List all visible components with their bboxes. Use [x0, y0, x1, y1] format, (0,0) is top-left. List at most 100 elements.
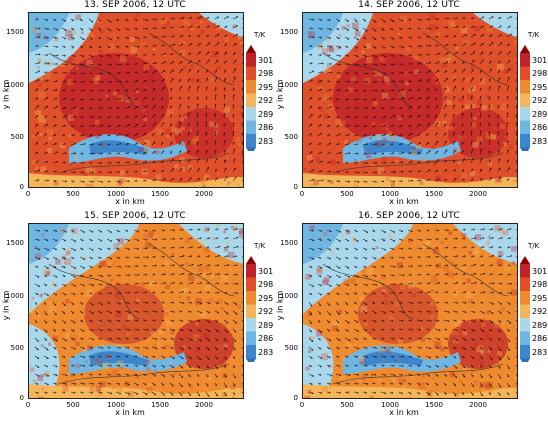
- wind-arrowhead: [83, 329, 85, 332]
- wind-arrowhead: [207, 59, 210, 61]
- wind-arrow: [61, 346, 66, 350]
- wind-arrow: [308, 179, 315, 182]
- wind-arrowhead: [410, 62, 413, 65]
- temperature-speckle: [115, 81, 119, 85]
- wind-arrow: [205, 159, 208, 164]
- wind-arrow: [434, 132, 438, 137]
- wind-arrowhead: [108, 89, 111, 91]
- wind-arrow: [61, 382, 67, 385]
- temperature-speckle: [375, 134, 381, 140]
- wind-arrowhead: [64, 248, 66, 250]
- temperature-speckle: [235, 67, 241, 73]
- wind-arrow: [88, 27, 93, 31]
- wind-arrow: [34, 105, 39, 110]
- wind-arrow: [151, 133, 155, 137]
- wind-arrowhead: [196, 103, 199, 106]
- wind-arrowhead: [172, 246, 175, 248]
- temperature-speckle: [457, 96, 464, 103]
- xtick-2000: 2000: [469, 190, 487, 198]
- temperature-speckle: [221, 174, 224, 178]
- wind-arrow: [380, 143, 385, 146]
- wind-arrow: [353, 107, 359, 110]
- wind-arrow: [362, 134, 367, 137]
- temperature-speckle: [150, 331, 156, 336]
- temperature-speckle: [70, 373, 75, 378]
- wind-arrow: [223, 25, 228, 29]
- wind-arrow: [232, 264, 238, 267]
- wind-arrowhead: [109, 72, 111, 74]
- wind-arrow: [34, 229, 40, 232]
- wind-arrow: [326, 152, 331, 155]
- wind-arrow: [52, 45, 59, 48]
- wind-arrow: [205, 42, 211, 47]
- wind-arrowhead: [99, 46, 102, 48]
- wind-arrowhead: [99, 19, 101, 22]
- wind-arrow: [398, 97, 405, 101]
- temperature-speckle: [474, 25, 481, 32]
- temperature-speckle: [36, 41, 40, 44]
- wind-arrow: [115, 36, 120, 39]
- wind-arrow: [61, 283, 67, 287]
- wind-arrow: [43, 265, 49, 269]
- temperature-speckle: [321, 353, 328, 360]
- wind-arrow: [344, 180, 350, 183]
- wind-arrow: [398, 80, 404, 83]
- wind-arrowhead: [429, 44, 432, 46]
- wind-arrowhead: [38, 374, 40, 377]
- xtick-2000: 2000: [195, 190, 213, 198]
- temperature-speckle: [426, 238, 432, 244]
- temperature-speckle: [184, 115, 188, 119]
- temperature-speckle: [122, 238, 126, 242]
- wind-arrow: [34, 265, 39, 268]
- temperature-speckle: [40, 293, 43, 296]
- wind-arrowhead: [109, 152, 112, 154]
- temperature-speckle: [192, 145, 197, 150]
- y-axis-label: y in km: [275, 79, 285, 110]
- wind-arrow: [461, 52, 466, 56]
- wind-arrow: [470, 42, 476, 47]
- wind-arrow: [488, 150, 491, 155]
- colorbar-segment: [246, 66, 256, 81]
- wind-arrowhead: [92, 143, 94, 145]
- temperature-speckle: [411, 375, 415, 379]
- wind-arrowhead: [146, 356, 148, 358]
- wind-arrowhead: [227, 321, 229, 324]
- wind-arrowhead: [375, 46, 377, 49]
- temperature-speckle: [48, 306, 56, 314]
- wind-arrowhead: [64, 275, 66, 277]
- wind-arrowhead: [92, 312, 94, 314]
- temperature-speckle: [29, 307, 36, 314]
- wind-arrow: [434, 88, 438, 92]
- southeast-hot-region: [174, 108, 234, 158]
- wind-arrow: [142, 133, 147, 137]
- wind-arrow: [124, 328, 131, 331]
- wind-arrow: [506, 149, 509, 155]
- temperature-speckle: [77, 178, 82, 183]
- temperature-speckle: [395, 160, 399, 163]
- wind-arrow: [151, 301, 156, 304]
- wind-arrowhead: [100, 337, 102, 340]
- temperature-speckle: [237, 184, 241, 187]
- wind-arrow: [70, 238, 76, 242]
- wind-arrow: [214, 355, 218, 360]
- x-axis-label: x in km: [115, 408, 145, 417]
- temperature-speckle: [445, 378, 449, 381]
- wind-arrow: [142, 391, 148, 396]
- temperature-speckle: [243, 381, 244, 386]
- temperature-speckle: [76, 67, 79, 70]
- temperature-speckle: [114, 34, 119, 39]
- temperature-speckle: [223, 247, 229, 252]
- wind-arrowhead: [233, 168, 236, 170]
- wind-arrow: [434, 61, 440, 65]
- wind-arrow: [326, 124, 330, 128]
- wind-arrowhead: [45, 275, 48, 277]
- wind-arrow: [79, 337, 84, 340]
- wind-arrowhead: [392, 72, 395, 74]
- temperature-speckle: [477, 187, 479, 188]
- wind-arrowhead: [170, 151, 172, 153]
- wind-arrow: [106, 382, 111, 385]
- temperature-speckle: [77, 325, 80, 328]
- wind-arrow: [223, 355, 227, 360]
- wind-arrow: [497, 176, 502, 182]
- wind-arrowhead: [435, 97, 437, 99]
